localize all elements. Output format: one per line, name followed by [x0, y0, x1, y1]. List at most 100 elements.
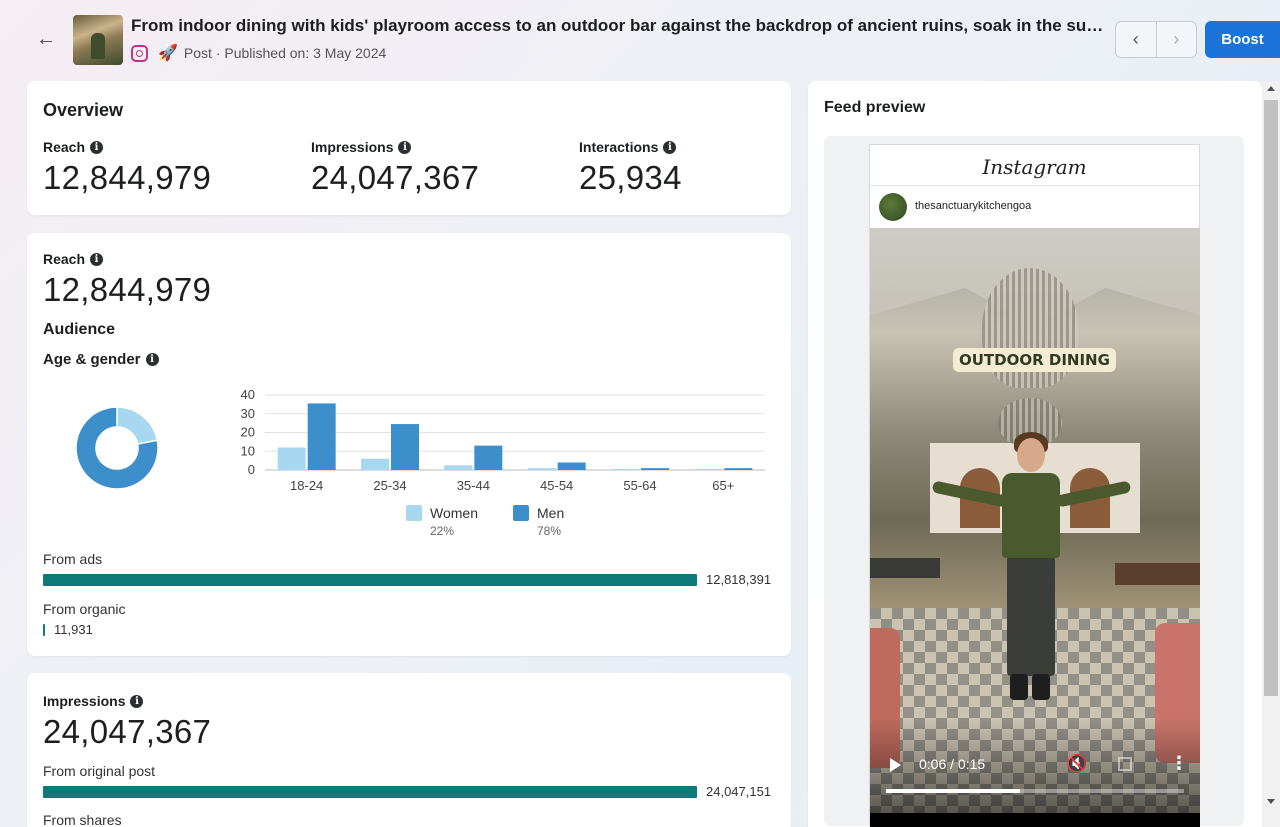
audience-title: Audience: [43, 321, 116, 338]
overview-metric-impressions: Impressions i 24,047,367: [311, 139, 479, 197]
info-icon[interactable]: i: [130, 694, 144, 708]
bar-women-45-54[interactable]: [527, 468, 556, 470]
scroll-thumb[interactable]: [1264, 100, 1278, 696]
bar-women-55-64[interactable]: [611, 469, 639, 470]
legend-label: Men: [537, 505, 565, 521]
x-tick-label: 45-54: [540, 478, 573, 493]
reach-card: Reach i 12,844,979 Audience Age & gender i…: [27, 233, 791, 656]
play-icon[interactable]: [890, 758, 901, 772]
from-original-label: From original post: [43, 763, 156, 779]
video-person-shoe: [1032, 674, 1050, 700]
y-tick-label: 30: [241, 406, 255, 421]
from-original-bar: [43, 786, 697, 798]
username: thesanctuarykitchengoa: [915, 200, 1032, 212]
metric-label: Reach: [43, 139, 86, 155]
arrow-left-icon[interactable]: ←: [36, 28, 56, 50]
chevron-left-icon[interactable]: ‹: [1116, 22, 1157, 57]
impressions-label: Impressions: [43, 693, 126, 709]
gender-donut-chart: [75, 406, 159, 490]
avatar: [879, 193, 907, 221]
page-header: ← From indoor dining with kids' playroom…: [0, 0, 1280, 78]
from-ads-value: 12,818,391: [706, 572, 772, 587]
bar-men-65+[interactable]: [724, 468, 753, 470]
video-time: 0:06 / 0:15: [919, 756, 986, 772]
info-icon[interactable]: i: [90, 140, 104, 154]
bar-women-25-34[interactable]: [361, 458, 389, 470]
video-overlay-text: OUTDOOR DINING: [953, 348, 1116, 372]
video-table: [1115, 563, 1200, 585]
post-navigation: ‹ ›: [1115, 21, 1197, 58]
post-video[interactable]: OUTDOOR DINING 0:06 / 0:15 🔇 ⋮: [870, 228, 1200, 813]
info-icon[interactable]: i: [663, 140, 677, 154]
overview-metric-interactions: Interactions i 25,934: [579, 139, 682, 197]
scroll-down-icon[interactable]: [1267, 799, 1275, 804]
video-progress-bar[interactable]: [886, 789, 1184, 793]
bar-men-18-24[interactable]: [307, 403, 336, 470]
scroll-up-icon[interactable]: [1267, 86, 1275, 91]
donut-slice-men[interactable]: [75, 406, 159, 490]
video-table: [870, 558, 940, 578]
age-gender-bar-chart: 0 10 20 30 40 18-24 25-34 35-44 45-54 55-64 65+: [241, 387, 765, 493]
rocket-icon: 🚀: [158, 45, 178, 62]
from-ads-label: From ads: [43, 551, 103, 567]
legend-swatch: [406, 505, 422, 521]
chevron-right-icon[interactable]: ›: [1173, 29, 1180, 49]
instagram-icon: [131, 44, 148, 62]
y-tick-label: 0: [248, 462, 255, 477]
instagram-logo: Instagram: [982, 155, 1087, 179]
info-icon[interactable]: i: [398, 140, 412, 154]
metric-label: Impressions: [311, 139, 394, 155]
bar-men-35-44[interactable]: [474, 445, 503, 470]
legend-pct: 78%: [537, 524, 562, 538]
legend-women[interactable]: Women 22%: [406, 505, 478, 538]
metric-label: Interactions: [579, 139, 659, 155]
info-icon[interactable]: i: [90, 252, 104, 266]
impressions-card: Impressions i 24,047,367 From original po…: [27, 673, 791, 827]
overview-card: Overview Reach i 12,844,979 Impressions i …: [27, 81, 791, 215]
y-tick-label: 40: [241, 387, 255, 402]
x-tick-label: 55-64: [623, 478, 656, 493]
post-thumbnail[interactable]: [73, 15, 123, 65]
bar-men-45-54[interactable]: [557, 462, 586, 471]
bar-men-25-34[interactable]: [391, 424, 419, 470]
metric-value: 12,844,979: [43, 159, 212, 196]
video-person-shoe: [1010, 674, 1028, 700]
legend-pct: 22%: [430, 524, 455, 538]
scrollbar[interactable]: [1262, 81, 1280, 827]
info-icon[interactable]: i: [145, 353, 159, 366]
x-tick-label: 25-34: [373, 478, 406, 493]
overview-title: Overview: [43, 100, 124, 120]
post-title: From indoor dining with kids' playroom a…: [131, 16, 1106, 35]
x-tick-label: 18-24: [290, 478, 323, 493]
post-meta-row: 🚀 Post · Published on: 3 May 2024: [131, 43, 386, 63]
donut-slice-women[interactable]: [116, 406, 159, 445]
bar-women-35-44[interactable]: [444, 465, 473, 470]
metric-value: 24,047,367: [311, 159, 480, 196]
fullscreen-icon[interactable]: [1118, 757, 1132, 771]
boost-button[interactable]: Boost: [1205, 21, 1280, 58]
impressions-metric: Impressions i 24,047,367: [43, 693, 211, 751]
post-meta-text: Post · Published on: 3 May 2024: [183, 45, 387, 61]
impressions-value: 24,047,367: [43, 713, 212, 750]
muted-speaker-icon[interactable]: 🔇: [1066, 754, 1088, 773]
bar-women-65+[interactable]: [694, 469, 723, 470]
bar-women-18-24[interactable]: [277, 447, 306, 471]
from-ads-bar: [43, 574, 697, 586]
from-organic-bar: [43, 624, 45, 636]
age-gender-label: Age & gender: [43, 351, 141, 368]
metric-value: 25,934: [579, 159, 682, 196]
video-progress-fill: [886, 789, 1021, 793]
video-person-legs: [1007, 556, 1055, 676]
legend-label: Women: [430, 505, 478, 521]
from-original-value: 24,047,151: [706, 784, 772, 799]
y-tick-label: 20: [241, 425, 255, 440]
from-organic-value: 11,931: [54, 622, 93, 637]
legend-men[interactable]: Men 78%: [513, 505, 564, 538]
video-person-head: [1017, 438, 1045, 472]
age-gender-title: Age & gender i: [43, 351, 159, 368]
reach-metric: Reach i 12,844,979: [43, 251, 211, 309]
more-vertical-icon[interactable]: ⋮: [1170, 753, 1188, 773]
video-person-body: [1002, 473, 1060, 558]
bar-men-55-64[interactable]: [641, 468, 669, 470]
video-shade: [870, 718, 1200, 813]
